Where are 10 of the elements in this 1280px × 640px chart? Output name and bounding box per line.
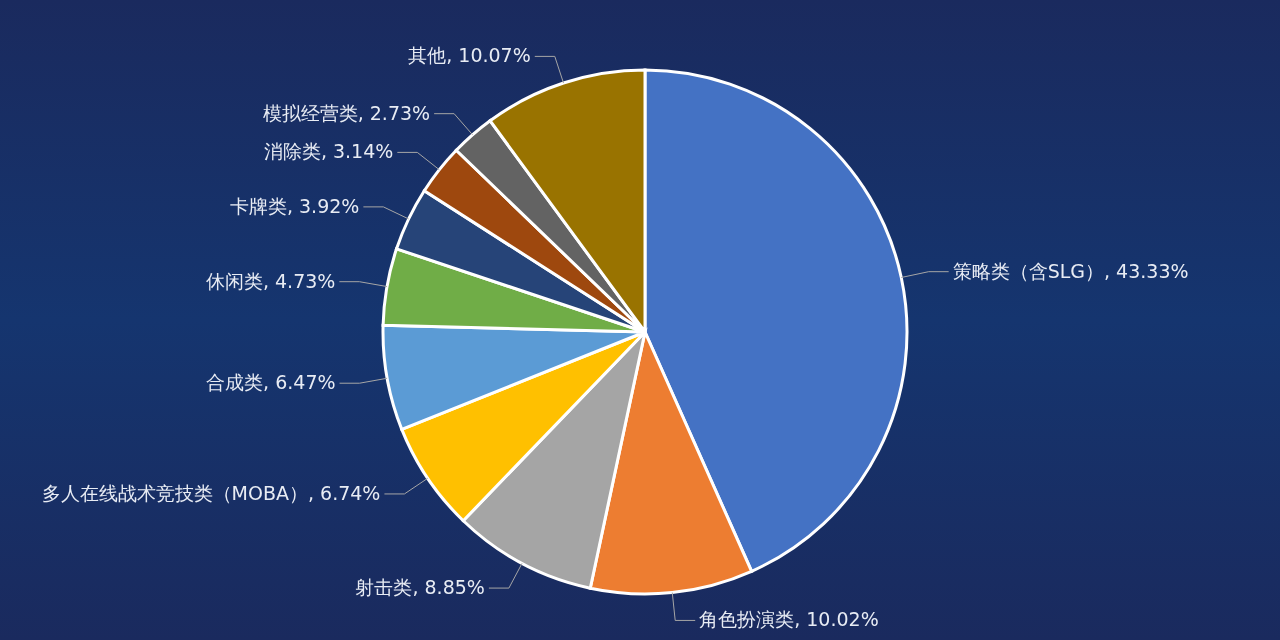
slice-label: 角色扮演类, 10.02% [699,608,879,631]
slice-label: 其他, 10.07% [408,44,531,67]
slice-label: 合成类, 6.47% [206,371,336,394]
slice-label: 消除类, 3.14% [263,140,394,163]
slice-label: 卡牌类, 3.92% [229,194,360,217]
slice-label: 射击类, 8.85% [355,576,485,599]
slice-label: 策略类（含SLG）, 43.33% [952,259,1189,282]
slice-label: 休闲类, 4.73% [205,269,336,292]
slice-label: 模拟经营类, 2.73% [262,101,431,124]
slice-label: 多人在线战术竞技类（MOBA）, 6.74% [41,481,381,504]
